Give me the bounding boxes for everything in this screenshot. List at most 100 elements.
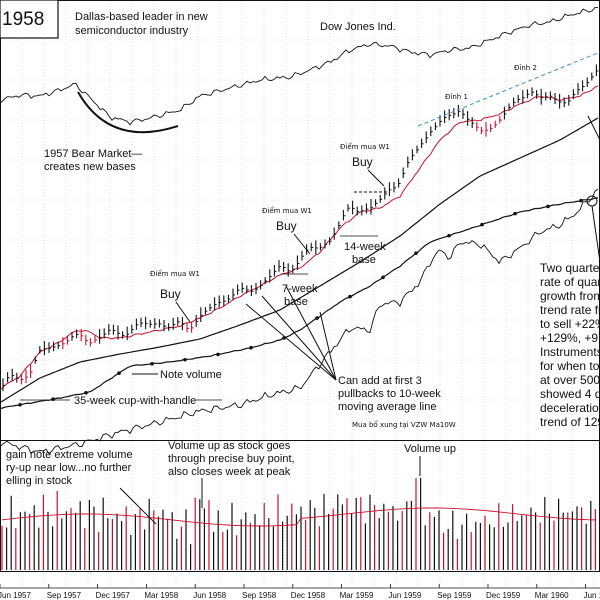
moving-average-10-week-line [0, 85, 599, 390]
rs-marker [315, 316, 319, 320]
buy-point-label-2: Điểm mua W1 [262, 206, 312, 215]
rs-marker [117, 371, 121, 375]
title-box [0, 0, 59, 39]
volume-note-left-line3: elling in stock [6, 475, 73, 487]
volume-note-left-line1: gain note extreme volume [6, 449, 133, 461]
rs-peak-arrow [591, 205, 600, 263]
cup-handle-label: 35-week cup-with-handle [74, 395, 196, 407]
date-axis-ticks: Jun 1957 Sep 1957 Dec 1957 Mar 1958 Jun 1958… [0, 584, 600, 600]
buy-arrow-1 [175, 301, 191, 323]
svg-text:growth from: growth from [540, 289, 600, 303]
date-tick-label: Jun 1957 [0, 591, 31, 600]
date-tick-label: Jun 1959 [388, 591, 421, 600]
add-on-arrow-4 [319, 311, 337, 381]
rs-marker [447, 233, 451, 238]
rs-marker [381, 275, 385, 280]
peak-2-label: Đỉnh 2 [514, 64, 537, 72]
bear-market-label-line1: 1957 Bear Market— [44, 148, 142, 160]
svg-text:for when to s: for when to s [540, 359, 600, 373]
price-bars [2, 64, 599, 392]
chart-subtitle-line1: Dallas-based leader in new [75, 11, 208, 23]
add-on-arrow-3 [285, 285, 337, 381]
moving-average-35-week-line [0, 117, 599, 403]
svg-text:Two quarters: Two quarters [540, 261, 600, 275]
volume-note-mid-line3: also closes week at peak [168, 466, 291, 478]
svg-text:trend rate fre: trend rate fre [540, 303, 600, 317]
date-tick-label: Mar 1958 [144, 591, 178, 600]
note-volume-label: Note volume [160, 369, 222, 381]
svg-text:rate of quarte: rate of quarte [540, 275, 600, 289]
date-tick-label: Dec 1958 [291, 591, 326, 600]
relative-strength-line-low [0, 188, 599, 455]
base-7-week-label-line1: 7-week [282, 283, 318, 295]
rs-marker [249, 345, 253, 350]
buy-arrow-3 [367, 169, 385, 187]
svg-text:Instruments: Instruments [540, 345, 600, 359]
dow-jones-line [0, 6, 598, 126]
chart-subtitle-line2: semiconductor industry [75, 25, 189, 37]
bear-market-label-line2: creates new bases [44, 161, 136, 173]
svg-text:showed 4 qu: showed 4 qu [540, 387, 600, 401]
additional-buy-note: Mua bổ xung tại VZW Ma10W [352, 420, 456, 429]
bear-market-arc [77, 91, 179, 134]
volume-moving-average-line [1, 507, 596, 527]
date-tick-label: Jun 1960 [584, 591, 600, 600]
add-on-arrow-2 [261, 295, 337, 381]
svg-text:deceleration: deceleration [540, 401, 600, 415]
add-on-label-line3: moving average line [338, 401, 436, 413]
volume-note-mid-line1: Volume up as stock goes [168, 440, 291, 452]
buy-label-3: Buy [352, 155, 373, 169]
buy-point-label-1: Điểm mua W1 [150, 269, 200, 278]
chart-title: 1958 [2, 9, 44, 30]
relative-strength-markers [18, 198, 583, 407]
rs-marker [480, 222, 484, 227]
date-tick-label: Dec 1959 [486, 591, 521, 600]
volume-note-mid-line2: through precise buy point, [168, 453, 295, 465]
buy-point-label-3: Điểm mua W1 [340, 142, 390, 151]
peak-1-label: Đỉnh 1 [445, 93, 468, 101]
base-7-week-label-line2: base [284, 296, 308, 308]
add-on-arrow-1 [245, 303, 337, 381]
vertical-gridlines [21, 0, 595, 588]
buy-arrow-2 [293, 233, 311, 255]
add-on-label-line2: pullbacks to 10-week [338, 388, 441, 400]
horizontal-gridlines [0, 39, 600, 401]
date-tick-label: Mar 1959 [340, 591, 374, 600]
rs-marker [513, 211, 517, 216]
svg-text:to sell +22%: to sell +22% [540, 317, 600, 331]
volume-bars [1, 477, 597, 570]
volume-note-left-arrow [119, 487, 157, 525]
svg-text:trend of 129%: trend of 129% [540, 415, 600, 429]
rs-marker [579, 198, 583, 203]
sell-signal-arrow [587, 115, 600, 141]
dow-label: Dow Jones Ind. [320, 21, 396, 33]
volume-note-left-line2: ry-up near low...no further [6, 462, 132, 474]
base-14-week-label-line1: 14-week [344, 241, 386, 253]
date-tick-label: Mar 1960 [535, 591, 569, 600]
add-on-label-line1: Can add at first 3 [338, 375, 422, 387]
buy-label-1: Buy [160, 287, 181, 301]
svg-text:+129%, +97%: +129%, +97% [540, 331, 600, 345]
svg-text:at over 500 i: at over 500 i [540, 373, 600, 387]
rs-marker [84, 391, 88, 395]
relative-strength-line-upper [0, 197, 599, 410]
date-tick-label: Dec 1957 [96, 591, 131, 600]
rs-marker [183, 357, 187, 362]
resistance-trend-line [417, 51, 600, 127]
date-tick-label: Sep 1957 [47, 591, 82, 600]
date-tick-label: Sep 1959 [437, 591, 472, 600]
date-tick-label: Jun 1958 [193, 591, 226, 600]
rs-marker [414, 251, 418, 255]
date-tick-label: Sep 1958 [242, 591, 277, 600]
rs-marker [348, 294, 352, 299]
rs-marker [18, 402, 22, 407]
volume-up-label: Volume up [404, 443, 456, 455]
rs-marker [150, 362, 154, 366]
rs-marker [546, 204, 550, 209]
right-side-notes: Two quarters rate of quarte growth from … [540, 261, 600, 429]
rs-marker [51, 397, 55, 401]
price-panel-frame [0, 0, 600, 441]
base-14-week-label-line2: base [352, 254, 376, 266]
rs-marker [216, 352, 220, 357]
